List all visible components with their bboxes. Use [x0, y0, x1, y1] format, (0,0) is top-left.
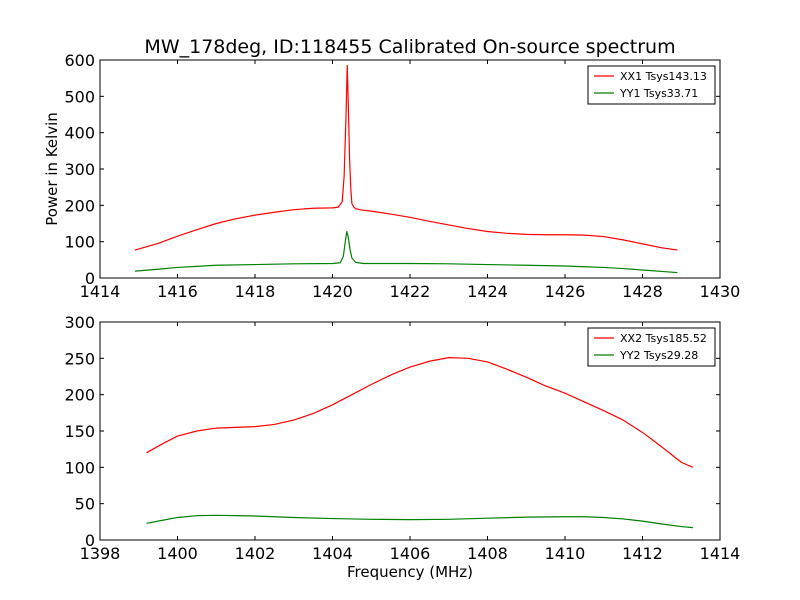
x-tick-label: 1420 — [312, 282, 353, 301]
series-line-yy1 — [134, 230, 678, 274]
x-tick-label: 1414 — [700, 544, 741, 563]
series-line-yy2 — [146, 514, 693, 529]
legend-label: XX2 Tsys185.52 — [620, 332, 707, 345]
legend-label: YY1 Tsys33.71 — [619, 87, 698, 100]
y-tick-label: 50 — [75, 495, 95, 514]
y-tick-label: 100 — [64, 233, 95, 252]
legend-box — [587, 65, 716, 105]
x-tick-label: 1402 — [235, 544, 276, 563]
y-tick-label: 400 — [64, 124, 95, 143]
x-tick-label: 1408 — [467, 544, 508, 563]
x-tick-label: 1422 — [390, 282, 431, 301]
y-tick-label: 300 — [64, 313, 95, 332]
x-tick-label: 1428 — [622, 282, 663, 301]
x-tick-label: 1412 — [622, 544, 663, 563]
y-tick-label: 250 — [64, 349, 95, 368]
y-tick-label: 150 — [64, 422, 95, 441]
bottom-plot-panel: 1398 1400 1402 1404 1406 1408 1410 1412 1414 0 50 1… — [64, 313, 740, 563]
x-tick-label: 1426 — [545, 282, 586, 301]
x-tick-label: 1404 — [312, 544, 353, 563]
y-tick-label: 200 — [64, 196, 95, 215]
legend: XX1 Tsys143.13 YY1 Tsys33.71 — [587, 65, 716, 105]
legend-label: YY2 Tsys29.28 — [619, 349, 698, 362]
y-tick-label: 0 — [85, 269, 95, 288]
y-axis-label: Power in Kelvin — [43, 112, 61, 226]
x-tick-label: 1430 — [700, 282, 741, 301]
x-tick-label: 1400 — [157, 544, 198, 563]
top-plot-panel: 1414 1416 1418 1420 1422 1424 1426 1428 1430 0 100… — [64, 51, 740, 301]
y-tick-label: 0 — [85, 531, 95, 550]
y-tick-label: 300 — [64, 160, 95, 179]
y-tick-label: 600 — [64, 51, 95, 70]
x-tick-label: 1410 — [545, 544, 586, 563]
x-axis-label: Frequency (MHz) — [347, 563, 473, 581]
legend-label: XX1 Tsys143.13 — [620, 70, 707, 83]
x-tick-label: 1418 — [235, 282, 276, 301]
x-tick-label: 1414 — [80, 282, 121, 301]
series-line-xx2 — [146, 357, 694, 468]
x-tick-label: 1416 — [157, 282, 198, 301]
chart-title: MW_178deg, ID:118455 Calibrated On-sourc… — [144, 36, 675, 58]
x-tick-label: 1398 — [80, 544, 121, 563]
legend: XX2 Tsys185.52 YY2 Tsys29.28 — [587, 327, 716, 367]
x-tick-label: 1406 — [390, 544, 431, 563]
y-tick-label: 500 — [64, 87, 95, 106]
x-tick-label: 1424 — [467, 282, 508, 301]
y-tick-label: 200 — [64, 386, 95, 405]
y-tick-label: 100 — [64, 458, 95, 477]
series-line-xx1 — [134, 64, 678, 251]
legend-box — [587, 327, 716, 367]
